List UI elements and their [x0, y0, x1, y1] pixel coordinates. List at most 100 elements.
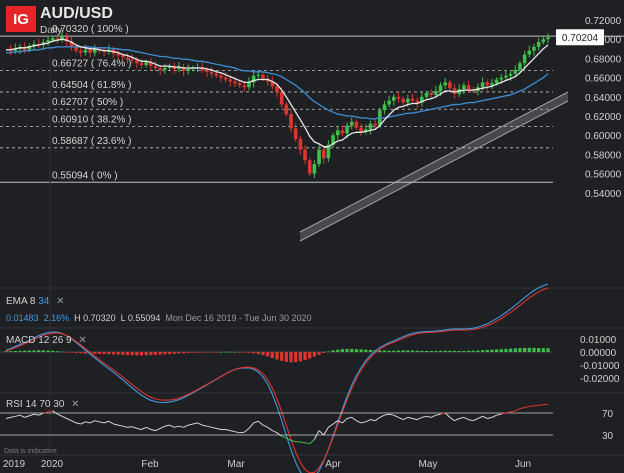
- last-price-box: [556, 29, 604, 46]
- rsi-line-segment: [211, 426, 217, 429]
- rsi-line-segment: [543, 403, 549, 406]
- x-tick-label: 2020: [41, 459, 64, 470]
- rsi-lower: 30: [53, 399, 65, 410]
- rsi-line-segment: [286, 437, 292, 441]
- macd-histogram-bar: [350, 348, 354, 352]
- trend-line-upper: [299, 91, 569, 233]
- candle-body: [382, 104, 387, 111]
- y-tick-label: 0.64000: [585, 93, 622, 104]
- rsi-line-segment: [491, 414, 497, 418]
- candle-body: [186, 68, 191, 71]
- candle-body: [149, 62, 153, 67]
- macd-histogram-bar: [102, 352, 106, 355]
- ema-change-percent: 2.16%: [43, 313, 70, 323]
- candle-body: [363, 129, 368, 132]
- y-tick-label: 0.62000: [585, 112, 622, 123]
- y-tick-label: 0.54000: [585, 189, 622, 200]
- rsi-name: RSI: [6, 399, 23, 410]
- ema-period-fast: 8: [29, 296, 36, 307]
- rsi-line-segment: [89, 420, 95, 424]
- macd-panel: 0.01000 0.00000 -0.01000 -0.02000: [0, 283, 620, 473]
- rsi-line-segment: [430, 414, 437, 418]
- macd-histogram-bar: [317, 352, 321, 355]
- macd-histogram-bar: [513, 348, 517, 352]
- candle-body: [317, 149, 321, 164]
- macd-histogram-bar: [228, 351, 232, 353]
- candle-body: [69, 41, 74, 47]
- chart-title: AUD/USD: [40, 5, 113, 22]
- candle-body: [256, 74, 261, 76]
- candle-body: [373, 123, 377, 126]
- candle-body: [401, 98, 405, 103]
- rsi-line-segment: [131, 426, 137, 429]
- macd-histogram-bar: [359, 349, 363, 352]
- trend-line-lower: [299, 100, 569, 242]
- date-range: Mon Dec 16 2019 - Tue Jun 30 2020: [165, 313, 312, 323]
- rsi-line-segment: [118, 424, 123, 427]
- rsi-line-segment: [477, 415, 483, 419]
- close-icon[interactable]: ✕: [71, 399, 80, 410]
- ema-8-line: [6, 38, 549, 148]
- candle-body: [64, 36, 69, 42]
- rsi-line-segment: [393, 414, 399, 418]
- rsi-line-segment: [304, 442, 310, 445]
- close-icon[interactable]: ✕: [56, 296, 65, 307]
- macd-histogram-bar: [523, 347, 527, 352]
- macd-histogram-bar: [191, 352, 195, 353]
- candle-body: [270, 81, 275, 87]
- macd-y-tick-label: -0.01000: [580, 361, 620, 372]
- candle-body: [32, 44, 36, 46]
- macd-histogram-bar: [60, 351, 64, 353]
- candle-body: [387, 100, 391, 105]
- rsi-line-segment: [230, 430, 236, 433]
- x-tick-label: Feb: [141, 459, 159, 470]
- macd-histogram-bar: [504, 348, 508, 352]
- candle-body: [167, 66, 172, 68]
- rsi-line-segment: [454, 418, 460, 422]
- rsi-line-segment: [24, 415, 30, 418]
- macd-histogram-bar: [471, 350, 475, 352]
- macd-histogram-bar: [125, 352, 130, 356]
- macd-histogram-bar: [238, 352, 242, 353]
- rsi-line-segment: [253, 420, 259, 424]
- macd-histogram-bar: [452, 350, 457, 352]
- rsi-line-segment: [108, 420, 114, 425]
- candle-body: [513, 69, 518, 74]
- rsi-line-segment: [533, 404, 539, 407]
- rsi-line-segment: [103, 420, 109, 424]
- candle-body: [331, 135, 335, 145]
- macd-histogram-bar: [266, 352, 270, 357]
- rsi-line-segment: [71, 420, 77, 424]
- rsi-line-segment: [61, 415, 67, 419]
- rsi-line-segment: [127, 426, 133, 428]
- macd-histogram-bar: [303, 352, 307, 361]
- rsi-line-segment: [524, 405, 530, 408]
- rsi-line-segment: [515, 408, 521, 412]
- macd-histogram-bar: [9, 351, 13, 352]
- candle-body: [74, 46, 78, 51]
- candle-body: [209, 71, 214, 74]
- candle-body: [494, 79, 499, 84]
- macd-histogram-bar: [233, 352, 237, 353]
- rsi-line-segment: [473, 418, 479, 422]
- rsi-line-segment: [398, 416, 404, 421]
- candle-body: [410, 98, 415, 101]
- rsi-line-segment: [257, 420, 264, 426]
- rsi-line-segment: [529, 405, 535, 407]
- rsi-line-segment: [421, 415, 427, 418]
- macd-histogram-bar: [495, 349, 499, 352]
- macd-histogram-bar: [163, 352, 167, 355]
- macd-histogram-bar: [457, 350, 461, 352]
- rsi-line-segment: [444, 412, 451, 418]
- macd-histogram-bar: [382, 350, 387, 352]
- rsi-line-segment: [407, 416, 413, 419]
- close-icon[interactable]: ✕: [78, 335, 87, 346]
- rsi-line-segment: [346, 416, 352, 419]
- candle-body: [434, 91, 438, 95]
- macd-histogram-bar: [476, 350, 480, 352]
- rsi-y-tick-label: 70: [602, 409, 614, 420]
- rsi-line-segment: [183, 424, 189, 428]
- candle-body: [92, 48, 97, 53]
- rsi-line-segment: [290, 440, 296, 443]
